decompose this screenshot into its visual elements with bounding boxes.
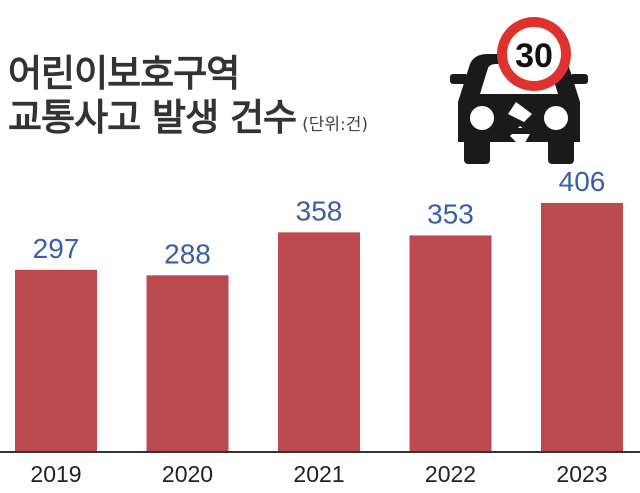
x-tick-2022: 2022 xyxy=(425,461,476,487)
bar-2020 xyxy=(146,275,229,452)
chart-title-line-2: 교통사고 발생 건수 (단위:건) xyxy=(8,96,368,147)
data-label-2023: 406 xyxy=(559,166,606,197)
data-label-2020: 288 xyxy=(164,238,211,269)
x-tick-2019: 2019 xyxy=(30,461,81,487)
chart-title: 어린이보호구역 교통사고 발생 건수 (단위:건) xyxy=(8,52,368,147)
speed-limit-sign: 30 xyxy=(497,17,571,91)
x-tick-2020: 2020 xyxy=(162,461,213,487)
chart-title-line-1: 어린이보호구역 xyxy=(8,52,240,95)
chart-title-line-2-text: 교통사고 발생 건수 xyxy=(8,96,297,139)
x-tick-2023: 2023 xyxy=(556,461,607,487)
bar-2021 xyxy=(278,232,360,452)
x-tick-2021: 2021 xyxy=(293,461,344,487)
crashed-car-icon: 30 xyxy=(450,17,588,164)
bar-2023 xyxy=(541,202,623,452)
data-label-2021: 358 xyxy=(296,195,343,226)
data-label-2019: 297 xyxy=(33,233,80,264)
data-label-2022: 353 xyxy=(427,198,474,229)
speed-limit-number: 30 xyxy=(515,37,553,75)
unit-label: (단위:건) xyxy=(302,115,369,135)
bar-2022 xyxy=(409,235,492,452)
bar-2019 xyxy=(15,269,97,452)
